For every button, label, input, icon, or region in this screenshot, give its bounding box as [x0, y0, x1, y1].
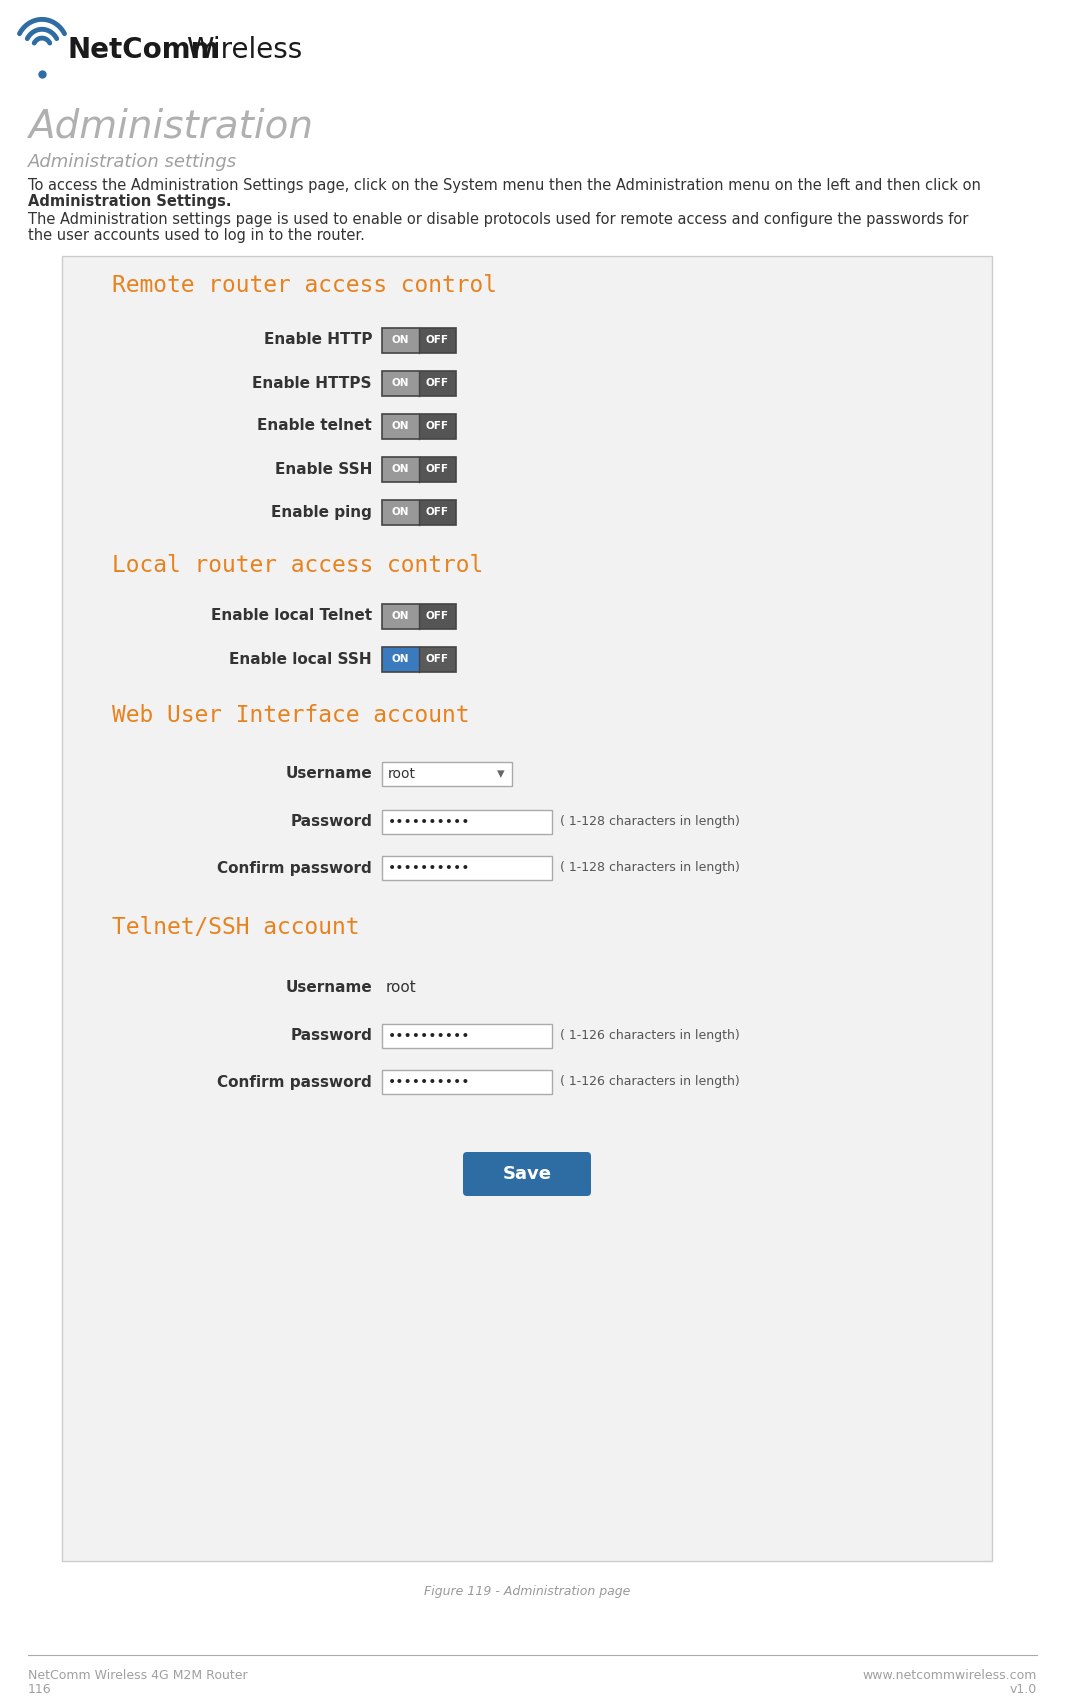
- Text: ON: ON: [391, 611, 409, 621]
- Text: Administration: Administration: [28, 109, 313, 146]
- Bar: [419, 327, 456, 353]
- Text: www.netcommwireless.com: www.netcommwireless.com: [863, 1669, 1037, 1682]
- Text: ••••••••••: ••••••••••: [388, 816, 471, 829]
- Text: Username: Username: [285, 767, 372, 782]
- Text: Wireless: Wireless: [186, 36, 302, 64]
- Bar: [419, 604, 456, 629]
- Bar: [382, 604, 456, 629]
- Bar: [382, 414, 456, 439]
- Text: Remote router access control: Remote router access control: [112, 275, 497, 297]
- Bar: [382, 762, 512, 785]
- Text: NetComm Wireless 4G M2M Router: NetComm Wireless 4G M2M Router: [28, 1669, 248, 1682]
- Text: To access the Administration Settings page, click on the System menu then the Ad: To access the Administration Settings pa…: [28, 178, 981, 193]
- Text: ( 1-126 characters in length): ( 1-126 characters in length): [560, 1075, 740, 1089]
- Text: ON: ON: [391, 507, 409, 517]
- Text: ( 1-126 characters in length): ( 1-126 characters in length): [560, 1029, 740, 1043]
- Text: Enable telnet: Enable telnet: [258, 419, 372, 434]
- Bar: [382, 414, 456, 439]
- Text: the user accounts used to log in to the router.: the user accounts used to log in to the …: [28, 227, 365, 243]
- Text: Figure 119 - Administration page: Figure 119 - Administration page: [424, 1586, 630, 1598]
- Text: ON: ON: [391, 421, 409, 431]
- Bar: [419, 371, 456, 395]
- Bar: [382, 646, 419, 672]
- Bar: [382, 327, 456, 353]
- Text: NetComm: NetComm: [68, 36, 220, 64]
- FancyBboxPatch shape: [463, 1152, 591, 1196]
- Text: Web User Interface account: Web User Interface account: [112, 704, 470, 728]
- Text: Enable local Telnet: Enable local Telnet: [211, 609, 372, 624]
- Bar: [382, 646, 456, 672]
- Text: Username: Username: [285, 980, 372, 996]
- Bar: [382, 604, 456, 629]
- Bar: [382, 456, 456, 482]
- Text: Local router access control: Local router access control: [112, 555, 484, 577]
- Text: OFF: OFF: [426, 611, 448, 621]
- Text: Administration settings: Administration settings: [28, 153, 237, 171]
- Text: ••••••••••: ••••••••••: [388, 1029, 471, 1043]
- Text: ( 1-128 characters in length): ( 1-128 characters in length): [560, 816, 740, 829]
- Text: ON: ON: [391, 336, 409, 344]
- Bar: [382, 1070, 552, 1094]
- Bar: [382, 371, 419, 395]
- Bar: [382, 327, 419, 353]
- Text: ON: ON: [391, 655, 409, 665]
- Text: Confirm password: Confirm password: [217, 1075, 372, 1089]
- Bar: [419, 456, 456, 482]
- Text: ON: ON: [391, 378, 409, 388]
- Text: Administration Settings.: Administration Settings.: [28, 193, 231, 209]
- Text: OFF: OFF: [426, 465, 448, 473]
- Text: Enable HTTPS: Enable HTTPS: [252, 375, 372, 390]
- Text: ••••••••••: ••••••••••: [388, 862, 471, 875]
- Bar: [382, 646, 456, 672]
- Bar: [419, 414, 456, 439]
- Bar: [419, 646, 456, 672]
- Bar: [382, 414, 419, 439]
- Text: ••••••••••: ••••••••••: [388, 1075, 471, 1089]
- Bar: [382, 604, 419, 629]
- Bar: [382, 856, 552, 880]
- Bar: [382, 456, 456, 482]
- Bar: [382, 327, 456, 353]
- Bar: [382, 371, 456, 395]
- Text: v1.0: v1.0: [1010, 1682, 1037, 1696]
- Text: OFF: OFF: [426, 421, 448, 431]
- Text: Password: Password: [290, 1028, 372, 1043]
- Text: Password: Password: [290, 814, 372, 829]
- Text: Telnet/SSH account: Telnet/SSH account: [112, 916, 360, 940]
- Bar: [382, 500, 456, 526]
- Text: Enable local SSH: Enable local SSH: [229, 651, 372, 667]
- Text: 116: 116: [28, 1682, 51, 1696]
- Text: Enable HTTP: Enable HTTP: [263, 332, 372, 348]
- Text: Save: Save: [503, 1165, 552, 1184]
- Text: OFF: OFF: [426, 378, 448, 388]
- Bar: [382, 811, 552, 834]
- Text: Confirm password: Confirm password: [217, 860, 372, 875]
- Text: OFF: OFF: [426, 336, 448, 344]
- Text: root: root: [388, 767, 416, 780]
- Text: ▾: ▾: [497, 767, 505, 782]
- Bar: [382, 456, 419, 482]
- Text: ON: ON: [391, 465, 409, 473]
- Text: root: root: [386, 980, 416, 996]
- Bar: [382, 1024, 552, 1048]
- Bar: [382, 371, 456, 395]
- Text: ( 1-128 characters in length): ( 1-128 characters in length): [560, 862, 740, 875]
- Bar: [62, 256, 992, 1560]
- Bar: [419, 500, 456, 526]
- Text: Enable SSH: Enable SSH: [275, 461, 372, 477]
- Text: The Administration settings page is used to enable or disable protocols used for: The Administration settings page is used…: [28, 212, 968, 227]
- Text: OFF: OFF: [426, 507, 448, 517]
- Text: Enable ping: Enable ping: [272, 504, 372, 519]
- Bar: [382, 500, 419, 526]
- Text: OFF: OFF: [426, 655, 448, 665]
- Bar: [382, 500, 456, 526]
